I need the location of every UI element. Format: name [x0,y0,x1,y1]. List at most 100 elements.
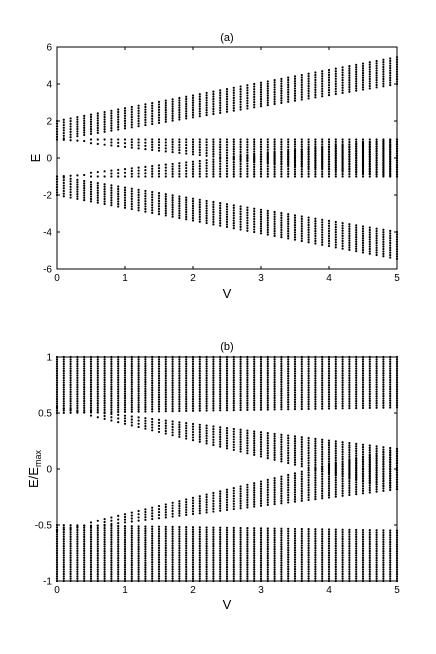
panel-b-data-point [327,575,331,578]
panel-b-data-point [157,370,161,373]
panel-a-data-point [151,112,154,115]
panel-b-data-point [321,369,324,373]
panel-b-data-point [232,559,235,562]
panel-b-data-point [198,362,201,366]
panel-b-data-point [76,390,79,393]
panel-b-data-point [259,531,263,535]
panel-a-data-point [307,167,310,171]
panel-b-data-point [314,370,317,373]
panel-a-data-point [178,212,181,215]
panel-b-data-point [280,438,283,441]
panel-a-data-point [300,225,303,228]
panel-a-data-point [314,159,317,162]
panel-b-data-point [368,383,371,386]
panel-a-data-point [62,118,65,121]
panel-b-data-point [185,561,188,564]
panel-a-data-point [287,220,290,223]
panel-b-data-point [219,409,222,412]
panel-b-data-point [321,544,324,547]
panel-a-data-point [239,162,242,166]
panel-a-data-point [389,244,392,247]
panel-a-data-point [382,240,385,243]
panel-b-data-point [164,525,167,528]
panel-b-data-point [355,552,358,555]
panel-b-data-point [314,528,317,531]
panel-a-data-point [355,89,358,92]
panel-b-data-point [89,358,93,361]
panel-b-data-point [198,509,201,512]
panel-b-data-point [69,383,72,386]
panel-b-data-point [110,360,113,363]
panel-b-data-point [185,400,188,403]
panel-a-data-point [83,173,86,177]
panel-a-data-point [314,149,317,152]
panel-b-data-point [273,432,276,436]
panel-a-data-point [334,159,337,162]
panel-a-data-point [321,172,324,176]
panel-a-data-point [273,93,276,96]
panel-a-data-point [212,102,215,106]
panel-a-data-point [205,221,208,225]
panel-b-data-point [327,441,331,444]
panel-b-data-point [157,575,161,578]
panel-a-data-point [293,151,297,155]
panel-a-data-point [382,158,385,162]
panel-a-data-point [355,228,358,232]
panel-b-data-point [232,402,235,405]
panel-a-data-point [191,113,195,116]
panel-b-data-point [151,407,154,411]
panel-b-data-point [55,558,59,562]
panel-b-data-point [225,577,229,580]
panel-b-data-point [273,534,276,537]
panel-a-data-point [96,186,99,190]
panel-b-data-point [185,365,188,368]
panel-b-data-point [171,372,174,375]
panel-b-data-point [259,378,263,381]
panel-a-data-point [178,149,181,152]
panel-b-data-point [76,545,79,548]
panel-a-data-point [212,145,215,148]
panel-a-data-point [83,114,86,117]
panel-b-data-point [253,552,256,555]
panel-a-data-point [361,248,365,252]
panel-a-data-point [219,111,222,114]
panel-b-data-point [83,381,86,384]
panel-b-data-point [83,360,86,363]
panel-b-data-point [212,441,215,444]
panel-b-data-point [130,552,133,555]
panel-a-data-point [225,205,229,208]
panel-b-data-point [55,554,59,557]
panel-b-data-point [334,447,337,450]
panel-a-data-point [185,95,188,98]
panel-b-data-point [137,360,140,363]
panel-a-data-point [225,170,229,173]
panel-b-data-point [361,552,365,555]
panel-b-data-point [117,575,120,578]
panel-b-data-point [300,558,303,561]
panel-a-data-point [395,80,399,83]
panel-b-data-point [355,383,358,386]
panel-b-data-point [293,527,297,531]
panel-a-data-point [96,138,99,141]
panel-b-data-point [321,355,324,359]
panel-b-data-point [117,561,120,564]
panel-a-data-point [334,143,337,146]
panel-b-data-point [389,573,392,576]
panel-b-data-point [69,558,72,562]
panel-b-data-point [321,537,324,540]
panel-a-data-point [55,178,59,181]
panel-a-data-point [185,201,188,204]
panel-b-axes-frame [56,356,398,582]
panel-a-data-point [225,100,229,103]
panel-b-data-point [253,394,256,398]
panel-b-data-point [239,543,242,546]
panel-a-data-point [76,125,79,128]
panel-b-data-point [110,369,113,372]
panel-a-data-point [321,228,324,231]
panel-b-data-point [76,376,79,379]
panel-a-data-point [225,148,229,152]
panel-b-data-point [198,495,201,498]
panel-b-data-point [259,559,263,562]
panel-a-data-point [191,219,195,222]
panel-b-data-point [198,409,201,412]
